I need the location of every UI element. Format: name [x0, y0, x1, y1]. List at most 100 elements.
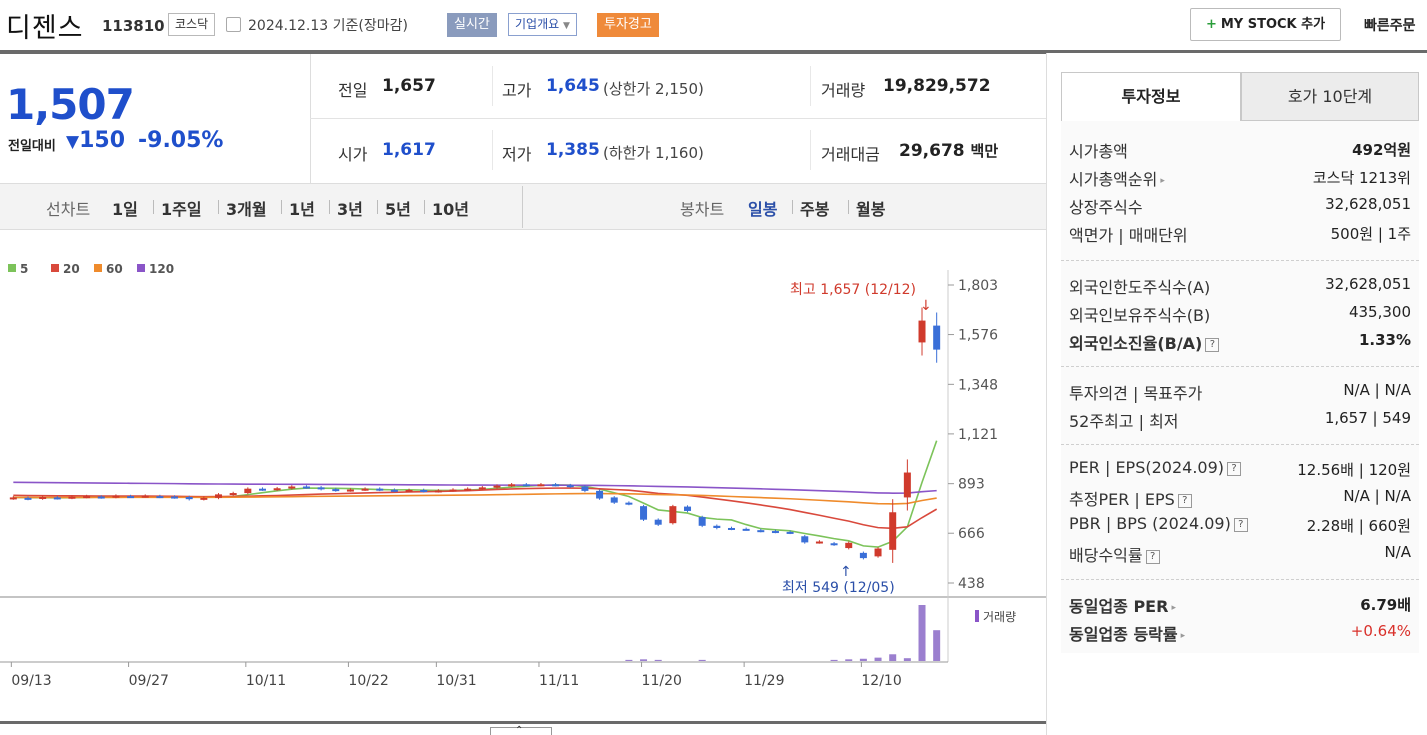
info-value: 12.56배 | 120원 — [1297, 461, 1411, 479]
info-label: 상장주식수 — [1069, 194, 1143, 218]
info-label: 동일업종 PER ▸ — [1069, 593, 1176, 617]
change-label: 전일대비 — [8, 139, 56, 154]
info-value: 2.28배 | 660원 — [1306, 517, 1411, 535]
candle-body — [845, 542, 853, 549]
lower-limit-value: 1,160) — [655, 144, 704, 162]
candle-body — [918, 320, 926, 343]
tab-orderbook[interactable]: 호가 10단계 — [1241, 72, 1419, 121]
candle-body — [669, 506, 677, 524]
candle-body — [185, 496, 193, 500]
candle-body — [376, 488, 384, 491]
period-5[interactable]: 5년 — [385, 200, 411, 219]
period-3[interactable]: 1년 — [289, 200, 315, 219]
candle-body — [596, 490, 604, 499]
info-label: 투자의견 | 목표주가 — [1069, 380, 1202, 404]
prev-close-label: 전일 — [338, 81, 368, 100]
info-value: N/A | N/A — [1343, 381, 1411, 399]
info-value: N/A | N/A — [1343, 487, 1411, 505]
info-label-text: 동일업종 등락률 — [1069, 625, 1178, 644]
candle-body — [493, 485, 501, 488]
prev-close-value: 1,657 — [382, 76, 436, 96]
legend-label: 5 — [20, 262, 28, 276]
divider — [1061, 366, 1419, 367]
legend-swatch — [137, 264, 145, 272]
low-label: 저가 — [502, 145, 532, 164]
divider — [522, 186, 523, 228]
candle-body — [566, 485, 574, 488]
divider — [0, 50, 1046, 54]
info-label: 동일업종 등락률 ▸ — [1069, 621, 1185, 645]
chevron-down-icon: ▼ — [563, 21, 570, 31]
divider — [810, 130, 811, 170]
candle-body — [420, 489, 428, 492]
help-icon[interactable]: ? — [1177, 493, 1192, 508]
volume-bar — [889, 654, 897, 661]
candle-period-0[interactable]: 일봉 — [748, 200, 778, 219]
divider — [1061, 444, 1419, 445]
info-label: 시가총액순위 ▸ — [1069, 166, 1165, 190]
candle-body — [200, 497, 208, 500]
divider — [0, 721, 1046, 724]
candle-body — [171, 496, 179, 499]
help-icon[interactable]: ? — [1145, 549, 1160, 564]
period-4[interactable]: 3년 — [337, 200, 363, 219]
candle-body — [346, 489, 354, 492]
chevron-right-icon[interactable]: ▸ — [1171, 602, 1176, 613]
company-overview-dropdown[interactable]: 기업개요 ▼ — [508, 13, 577, 36]
ma-line-20 — [13, 487, 938, 530]
price-chart[interactable]: 5 20 60 120 1,803 1,576 1,348 1,121 893 666 438 09/… — [0, 230, 1046, 735]
candle-body — [215, 494, 223, 498]
help-icon[interactable]: ? — [1205, 337, 1220, 352]
info-value: 코스닥 1213위 — [1312, 169, 1411, 187]
quick-order-link[interactable]: 빠른주문 — [1364, 18, 1416, 34]
tab-invest-info[interactable]: 투자정보 — [1061, 72, 1241, 121]
help-icon[interactable]: ? — [1227, 461, 1241, 476]
info-label-text: 시가총액순위 — [1069, 170, 1158, 189]
volume-bar — [845, 659, 853, 661]
upper-limit-label: (상한가 — [603, 80, 651, 98]
period-2[interactable]: 3개월 — [226, 200, 267, 219]
x-tick-label: 10/22 — [348, 673, 388, 689]
divider — [1046, 53, 1047, 735]
legend-swatch — [8, 264, 16, 272]
chevron-right-icon[interactable]: ▸ — [1160, 175, 1165, 186]
amount-number: 29,678 — [899, 141, 965, 161]
candle-period-2[interactable]: 월봉 — [856, 200, 886, 219]
low-value: 1,385 — [546, 140, 600, 160]
stock-code: 113810 — [102, 17, 165, 35]
candle-body — [537, 484, 545, 487]
candle-body — [53, 497, 61, 500]
period-0[interactable]: 1일 — [112, 200, 138, 219]
divider — [492, 66, 493, 106]
y-tick-label: 666 — [958, 526, 985, 542]
candle-body — [640, 506, 648, 520]
company-overview-label: 기업개요 — [515, 17, 560, 31]
period-1[interactable]: 1주일 — [161, 200, 202, 219]
candle-body — [127, 496, 135, 499]
candle-body — [229, 493, 237, 496]
info-label-text: 외국인보유주식수(B) — [1069, 306, 1211, 325]
ma-line-60 — [13, 492, 937, 505]
info-label: 외국인소진율(B/A)? — [1069, 330, 1220, 354]
amount-label: 거래대금 — [821, 145, 880, 164]
candle-body — [801, 536, 809, 543]
add-my-stock-button[interactable]: + MY STOCK 추가 — [1190, 8, 1341, 41]
expand-chart-button[interactable]: ⌃ — [490, 725, 552, 735]
down-triangle-icon: ▼ — [66, 132, 80, 152]
y-tick-label: 1,803 — [958, 278, 998, 294]
info-label: 추정PER | EPS? — [1069, 486, 1192, 510]
down-arrow-icon: ↓ — [920, 298, 932, 314]
volume-bar — [918, 605, 926, 661]
candle-body — [727, 527, 735, 530]
x-tick-label: 11/29 — [744, 673, 784, 689]
chevron-right-icon[interactable]: ▸ — [1180, 630, 1186, 641]
volume-bar — [874, 657, 882, 661]
realtime-button[interactable]: 실시간 — [447, 13, 497, 37]
candle-period-1[interactable]: 주봉 — [800, 200, 830, 219]
period-6[interactable]: 10년 — [432, 200, 469, 219]
candle-body — [434, 490, 442, 493]
help-icon[interactable]: ? — [1233, 517, 1248, 532]
candle-body — [156, 496, 164, 499]
volume-bar — [933, 630, 941, 661]
low-annotation: 최저 549 (12/05) — [782, 580, 895, 596]
